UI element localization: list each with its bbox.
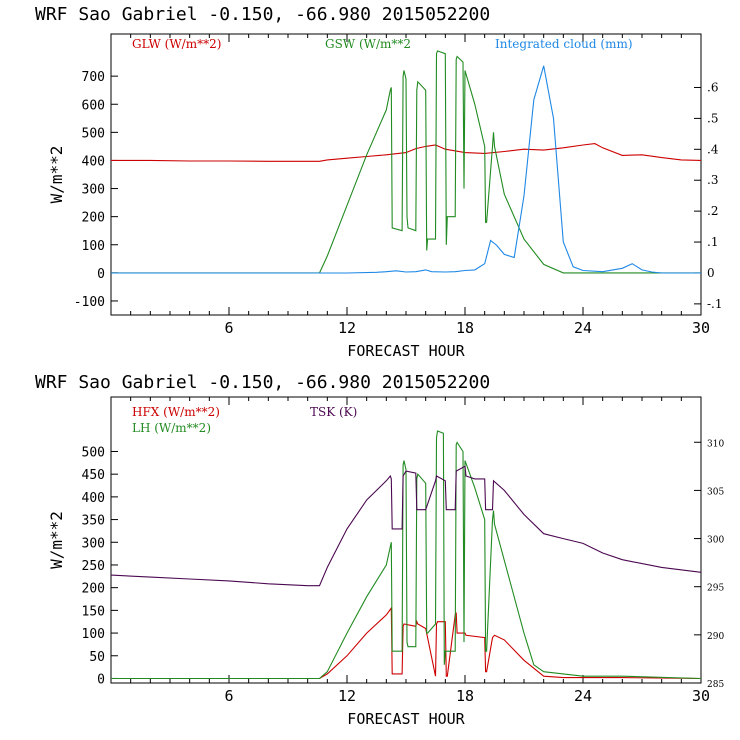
y2-tick-label: 300 xyxy=(707,536,724,546)
x-tick-label: 24 xyxy=(574,687,592,705)
y-tick-label: 600 xyxy=(82,98,105,113)
y-tick-label: 100 xyxy=(82,239,105,254)
y-tick-label: 450 xyxy=(82,468,105,483)
y2-tick-label: .3 xyxy=(707,173,718,187)
y-tick-label: 250 xyxy=(82,559,105,574)
series-line-cloud xyxy=(111,65,701,274)
y-tick-label: 0 xyxy=(97,672,105,687)
x-tick-label: 18 xyxy=(456,687,474,705)
y2-tick-label: 290 xyxy=(707,632,724,642)
y-tick-label: 500 xyxy=(82,445,105,460)
series-line-glw xyxy=(111,143,702,162)
series-line-gsw xyxy=(111,50,701,274)
y2-tick-label: -.1 xyxy=(707,297,723,311)
legend-hfx: HFX (W/m**2) xyxy=(132,405,220,419)
y-tick-label: 300 xyxy=(82,183,105,198)
y2-tick-label: 305 xyxy=(707,487,724,497)
y-tick-label: 400 xyxy=(82,154,105,169)
y-tick-label: 100 xyxy=(82,627,105,642)
x-axis-label: FORECAST HOUR xyxy=(347,710,465,728)
y-tick-label: 500 xyxy=(82,126,105,141)
y2-tick-label: .5 xyxy=(707,111,718,125)
y-tick-label: -100 xyxy=(74,295,105,310)
y2-tick-label: 310 xyxy=(707,439,724,449)
y-tick-label: 150 xyxy=(82,604,105,619)
y2-tick-label: .4 xyxy=(707,142,719,156)
x-tick-label: 12 xyxy=(338,687,356,705)
x-tick-label: 6 xyxy=(224,687,233,705)
x-tick-label: 30 xyxy=(692,319,710,337)
y2-tick-label: 295 xyxy=(707,584,724,594)
legend-lh: LH (W/m**2) xyxy=(132,421,211,435)
x-tick-label: 30 xyxy=(692,687,710,705)
legend-cloud: Integrated cloud (mm) xyxy=(495,37,633,51)
y-tick-label: 200 xyxy=(82,211,105,226)
chart-panel-2: WRF Sao Gabriel -0.150, -66.980 20150522… xyxy=(35,372,724,728)
chart-title: WRF Sao Gabriel -0.150, -66.980 20150522… xyxy=(35,372,490,393)
series-line-lh xyxy=(111,430,702,680)
chart-panel-1: WRF Sao Gabriel -0.150, -66.980 20150522… xyxy=(35,4,723,360)
x-tick-label: 6 xyxy=(224,319,233,337)
x-axis-label: FORECAST HOUR xyxy=(347,342,465,360)
y-tick-label: 400 xyxy=(82,491,105,506)
y-tick-label: 300 xyxy=(82,536,105,551)
x-tick-label: 18 xyxy=(456,319,474,337)
y2-tick-label: .1 xyxy=(707,235,718,249)
y2-tick-label: .6 xyxy=(707,80,718,94)
y-tick-label: 700 xyxy=(82,70,105,85)
y2-tick-label: 285 xyxy=(707,680,724,690)
series-line-tsk xyxy=(110,465,702,587)
chart-title: WRF Sao Gabriel -0.150, -66.980 20150522… xyxy=(35,4,490,25)
y-tick-label: 50 xyxy=(89,650,105,665)
y-tick-label: 350 xyxy=(82,514,105,529)
legend-glw: GLW (W/m**2) xyxy=(132,37,221,51)
series-line-hfx xyxy=(111,606,702,680)
y2-tick-label: 0 xyxy=(707,266,715,280)
legend-tsk: TSK (K) xyxy=(310,405,357,419)
x-tick-label: 24 xyxy=(574,319,592,337)
legend-gsw: GSW (W/m**2 xyxy=(325,37,411,51)
y-tick-label: 200 xyxy=(82,582,105,597)
x-tick-label: 12 xyxy=(338,319,356,337)
y2-tick-label: .2 xyxy=(707,204,718,218)
y-axis-label: W/m**2 xyxy=(47,511,66,569)
y-tick-label: 0 xyxy=(97,267,105,282)
y-axis-label: W/m**2 xyxy=(47,146,66,204)
